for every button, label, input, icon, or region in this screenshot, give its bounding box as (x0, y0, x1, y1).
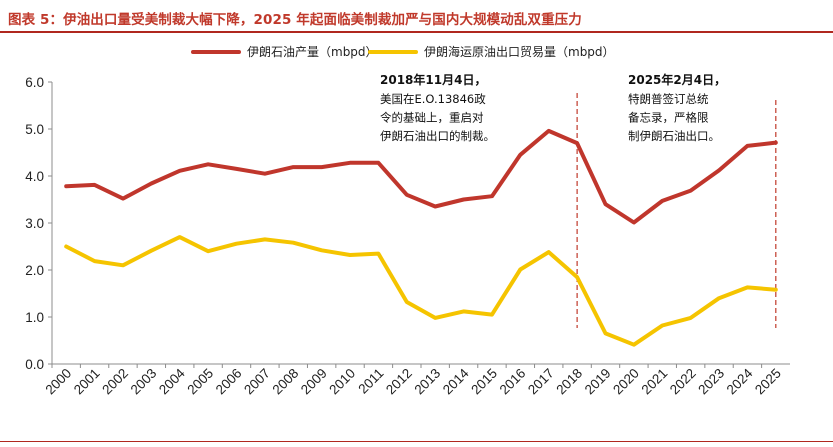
x-tick-label: 2021 (639, 366, 671, 398)
x-tick-label: 2015 (468, 366, 500, 398)
x-tick-label: 2002 (99, 366, 131, 398)
x-tick-label: 2000 (42, 366, 74, 398)
legend-label: 伊朗海运原油出口贸易量（mbpd） (424, 44, 615, 59)
x-tick-label: 2022 (667, 366, 699, 398)
y-tick-label: 6.0 (25, 75, 44, 90)
annotation-text: 特朗普签订总统 (628, 92, 709, 106)
x-tick-label: 2008 (270, 366, 302, 398)
x-tick-label: 2014 (440, 365, 472, 397)
x-tick-label: 2023 (695, 366, 727, 398)
annotation-text: 备忘录，严格限 (628, 111, 709, 125)
title-rule (0, 31, 833, 33)
x-tick-label: 2025 (752, 366, 784, 398)
y-tick-label: 2.0 (25, 263, 44, 278)
bottom-rule (0, 441, 833, 442)
x-tick-label: 2024 (724, 365, 756, 397)
annotation-text: 伊朗石油出口的制裁。 (380, 129, 495, 143)
annotation-heading: 2018年11月4日， (380, 72, 486, 87)
x-tick-label: 2005 (184, 366, 216, 398)
x-tick-label: 2006 (213, 366, 245, 398)
x-tick-label: 2010 (326, 366, 358, 398)
x-tick-label: 2017 (525, 366, 557, 398)
annotation-text: 美国在E.O.13846政 (380, 92, 486, 106)
y-tick-label: 4.0 (25, 169, 44, 184)
annotation-text: 制伊朗石油出口。 (628, 129, 720, 143)
x-tick-label: 2018 (553, 366, 585, 398)
legend-label: 伊朗石油产量（mbpd） (247, 45, 378, 59)
annotation-text: 令的基础上，重启对 (380, 111, 484, 125)
x-tick-label: 2019 (582, 366, 614, 398)
x-tick-label: 2013 (411, 366, 443, 398)
y-tick-label: 0.0 (25, 357, 44, 372)
x-tick-label: 2016 (497, 366, 529, 398)
x-tick-label: 2001 (71, 366, 103, 398)
x-tick-label: 2020 (610, 366, 642, 398)
figure-title: 图表 5：伊油出口量受美制裁大幅下降，2025 年起面临美制裁加严与国内大规模动… (8, 12, 582, 28)
y-tick-label: 3.0 (25, 216, 44, 231)
y-tick-label: 1.0 (25, 310, 44, 325)
exports-line (64, 235, 778, 347)
y-tick-label: 5.0 (25, 122, 44, 137)
x-tick-label: 2007 (241, 366, 273, 398)
x-tick-label: 2009 (298, 366, 330, 398)
x-tick-label: 2003 (128, 366, 160, 398)
annotation-heading: 2025年2月4日， (628, 72, 726, 87)
x-tick-label: 2011 (355, 366, 386, 397)
production-line (64, 128, 778, 225)
x-tick-label: 2004 (156, 365, 188, 397)
x-tick-label: 2012 (383, 366, 415, 398)
